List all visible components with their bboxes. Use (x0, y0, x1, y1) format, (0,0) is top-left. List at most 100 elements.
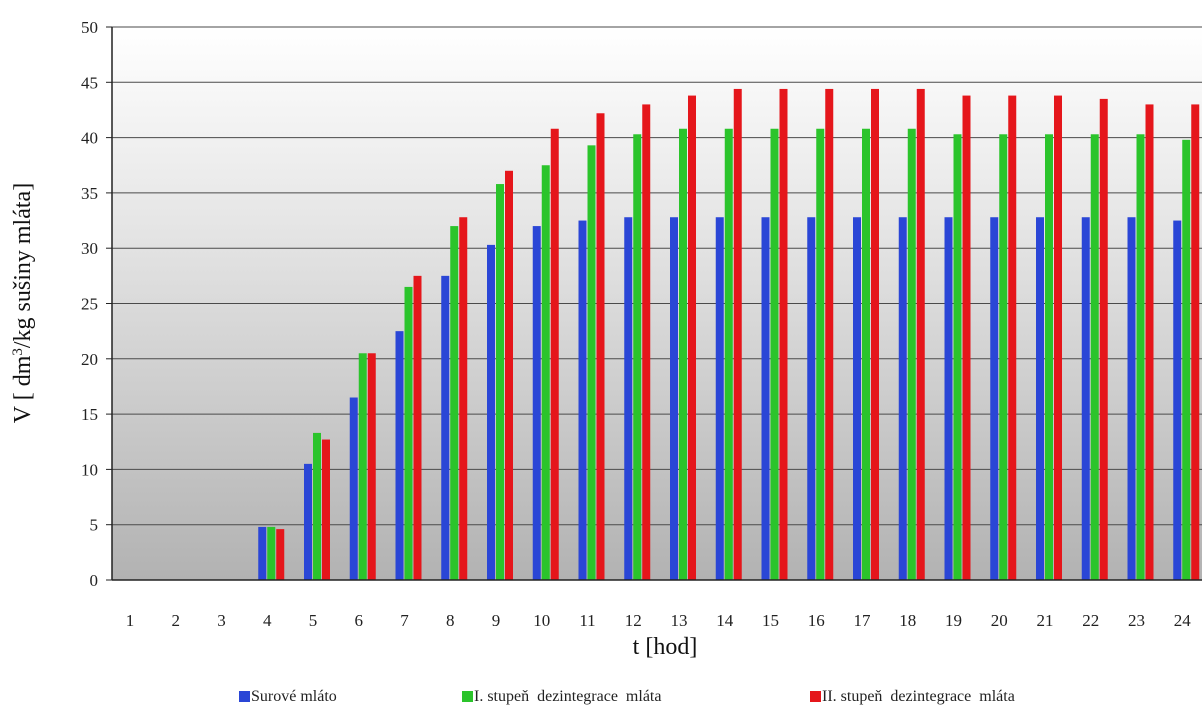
x-tick-labels: 1 2 3 4 5 6 7 8 9 10 11 12 13 14 15 16 17 18 19 20 21 22 23 24 (126, 611, 1192, 630)
x-tick-label: 8 (446, 611, 455, 630)
bar-series-0-cat-9 (487, 244, 495, 580)
gridlines (112, 26, 1202, 526)
bar-series-0-cat-15 (761, 217, 770, 580)
bar-series-2-cat-13 (688, 95, 696, 581)
bar-series-2-cat-11 (596, 113, 605, 580)
bar-series-0-cat-24 (1173, 220, 1182, 581)
x-tick-label: 24 (1174, 611, 1192, 630)
bar-series-0-cat-20 (990, 217, 999, 580)
x-tick-label: 13 (671, 611, 688, 630)
bar-series-0-cat-6 (349, 397, 358, 580)
bar-series-1-cat-17 (862, 128, 870, 580)
x-tick-label: 17 (854, 611, 872, 630)
y-tick-label: 15 (81, 405, 98, 424)
bar-series-1-cat-19 (953, 134, 962, 581)
bar-series-1-cat-10 (541, 165, 550, 580)
x-tick-label: 7 (400, 611, 409, 630)
bar-series-0-cat-4 (258, 526, 267, 580)
y-tick-label: 30 (81, 239, 98, 258)
bar-series-2-cat-9 (505, 170, 513, 580)
y-tick-label: 10 (81, 460, 98, 479)
bar-series-1-cat-16 (816, 128, 825, 580)
bar-series-2-cat-22 (1099, 98, 1108, 580)
x-tick-label: 19 (945, 611, 962, 630)
bar-series-1-cat-9 (496, 184, 504, 580)
x-tick-label: 12 (625, 611, 642, 630)
bar-series-0-cat-21 (1036, 217, 1044, 580)
bar-series-2-cat-6 (367, 353, 376, 580)
x-tick-label: 18 (899, 611, 916, 630)
x-tick-label: 15 (762, 611, 779, 630)
bar-series-0-cat-16 (807, 217, 816, 580)
y-tick-label: 0 (90, 571, 99, 590)
bar-series-1-cat-6 (358, 353, 367, 580)
y-tick-label: 25 (81, 295, 98, 314)
y-tick-labels: 0 5 10 15 20 25 30 35 40 45 50 (81, 18, 112, 590)
y-tick-label: 20 (81, 350, 98, 369)
x-tick-label: 21 (1037, 611, 1054, 630)
x-tick-label: 4 (263, 611, 272, 630)
bar-series-1-cat-23 (1136, 134, 1145, 581)
bar-series-2-cat-21 (1054, 95, 1062, 581)
x-tick-label: 1 (126, 611, 135, 630)
bar-series-0-cat-8 (441, 275, 450, 580)
bar-series-2-cat-23 (1145, 104, 1154, 581)
bar-series-2-cat-10 (550, 128, 559, 580)
legend-swatch-0 (239, 691, 250, 702)
bar-series-1-cat-5 (313, 432, 321, 580)
bar-series-1-cat-8 (450, 226, 459, 580)
bar-series-1-cat-13 (679, 128, 687, 580)
bar-series-0-cat-18 (898, 217, 907, 580)
bar-series-1-cat-24 (1182, 139, 1191, 580)
bar-series-1-cat-11 (587, 145, 596, 581)
y-tick-label: 45 (81, 73, 98, 92)
legend-label-2: II. stupeň dezintegrace mláta (822, 688, 1015, 705)
bar-series-0-cat-19 (944, 217, 953, 580)
x-tick-label: 5 (309, 611, 318, 630)
bar-series-0-cat-13 (670, 217, 678, 580)
y-tick-label: 35 (81, 184, 98, 203)
y-tick-label: 50 (81, 18, 98, 37)
bar-series-0-cat-22 (1081, 217, 1090, 580)
legend-label-1: I. stupeň dezintegrace mláta (474, 688, 661, 705)
bar-series-1-cat-12 (633, 134, 642, 581)
y-tick-label: 5 (90, 516, 99, 535)
bar-series-0-cat-17 (853, 217, 861, 580)
x-tick-label: 6 (355, 611, 364, 630)
x-tick-label: 14 (716, 611, 734, 630)
bar-series-1-cat-21 (1045, 134, 1053, 581)
bar-series-1-cat-18 (907, 128, 916, 580)
bar-series-1-cat-20 (999, 134, 1008, 581)
legend-swatch-2 (810, 691, 821, 702)
legend-swatch-1 (462, 691, 473, 702)
x-tick-label: 9 (492, 611, 501, 630)
bar-series-2-cat-20 (1008, 95, 1017, 581)
x-tick-label: 20 (991, 611, 1008, 630)
bar-series-2-cat-18 (916, 88, 925, 580)
bar-series-2-cat-24 (1191, 104, 1200, 581)
x-tick-label: 16 (808, 611, 825, 630)
x-tick-label: 23 (1128, 611, 1145, 630)
legend-label-0: Surové mláto (251, 688, 337, 705)
bar-series-2-cat-12 (642, 104, 651, 581)
legend: Surové mláto I. stupeň dezintegrace mlát… (239, 688, 1015, 705)
x-tick-label: 10 (533, 611, 550, 630)
y-axis-title: V [ dm3/kg sušiny mláta] (10, 183, 36, 423)
bar-series-1-cat-7 (404, 286, 413, 580)
bar-series-2-cat-5 (322, 439, 330, 580)
x-tick-label: 11 (579, 611, 595, 630)
bar-series-0-cat-7 (395, 331, 404, 580)
bar-series-0-cat-5 (304, 463, 312, 580)
bar-series-0-cat-11 (578, 220, 587, 581)
y-tick-label: 40 (81, 129, 98, 148)
bar-series-0-cat-14 (715, 217, 724, 580)
bars (258, 88, 1200, 581)
x-tick-label: 22 (1082, 611, 1099, 630)
x-tick-label: 2 (172, 611, 181, 630)
x-tick-label: 3 (217, 611, 226, 630)
bar-series-2-cat-16 (825, 88, 834, 580)
bar-series-2-cat-19 (962, 95, 971, 581)
x-axis-title: t [hod] (633, 634, 698, 660)
bar-series-0-cat-12 (624, 217, 633, 580)
